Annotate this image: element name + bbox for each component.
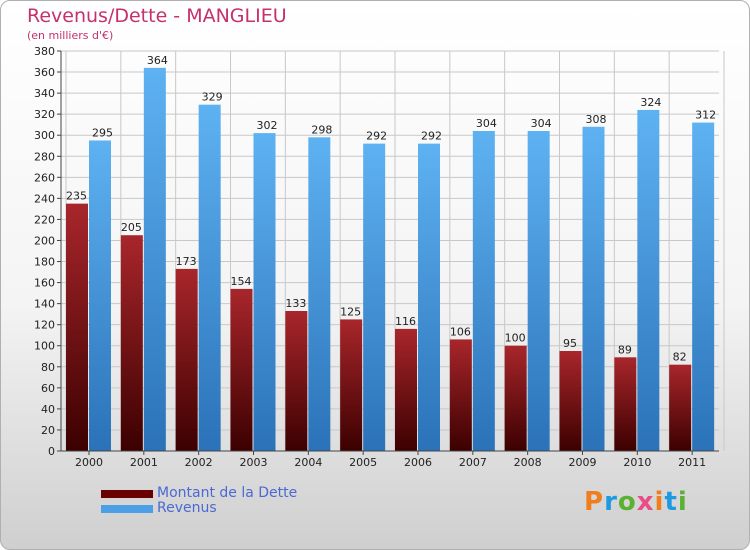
data-label-debt-2002: 173 — [176, 255, 197, 268]
y-tick-label: 80 — [41, 361, 55, 374]
bar-debt-2002 — [175, 268, 198, 451]
y-tick-label: 240 — [34, 192, 55, 205]
bar-revenue-2008 — [527, 131, 550, 451]
bar-revenue-2005 — [363, 143, 386, 451]
x-tick-label-2006: 2006 — [404, 456, 432, 469]
bar-debt-2011 — [669, 364, 692, 451]
chart-subtitle: (en milliers d'€) — [27, 29, 114, 42]
bar-revenue-2004 — [308, 137, 331, 451]
data-label-debt-2005: 125 — [340, 305, 361, 318]
x-tick-label-2004: 2004 — [294, 456, 322, 469]
data-label-revenue-2004: 298 — [311, 123, 332, 136]
y-tick-label: 40 — [41, 403, 55, 416]
bar-debt-2008 — [504, 345, 527, 451]
data-label-revenue-2011: 312 — [695, 109, 716, 122]
data-label-debt-2003: 154 — [231, 275, 252, 288]
bar-revenue-2006 — [418, 143, 440, 451]
x-tick-label-2007: 2007 — [459, 456, 487, 469]
data-label-revenue-2010: 324 — [640, 96, 661, 109]
x-tick-label-2009: 2009 — [569, 456, 597, 469]
x-tick-label-2002: 2002 — [185, 456, 213, 469]
bar-revenue-2009 — [582, 126, 605, 451]
bar-debt-2001 — [120, 235, 143, 451]
y-tick-label: 380 — [34, 45, 55, 58]
y-tick-label: 20 — [41, 424, 55, 437]
legend-label-debt: Montant de la Dette — [157, 485, 298, 501]
y-tick-label: 180 — [34, 256, 55, 269]
x-tick-label-2005: 2005 — [349, 456, 377, 469]
bar-revenue-2003 — [253, 133, 276, 451]
bar-revenue-2010 — [637, 109, 660, 452]
data-label-revenue-2009: 308 — [586, 113, 607, 126]
y-tick-label: 260 — [34, 171, 55, 184]
x-tick-label-2011: 2011 — [678, 456, 706, 469]
y-tick-label: 0 — [48, 445, 55, 458]
data-label-revenue-2005: 292 — [366, 130, 387, 143]
data-label-debt-2007: 106 — [450, 325, 471, 338]
y-tick-label: 200 — [34, 234, 55, 247]
data-label-revenue-2008: 304 — [531, 117, 552, 130]
data-label-debt-2000: 235 — [66, 190, 87, 203]
data-label-debt-2001: 205 — [121, 221, 142, 234]
data-label-revenue-2003: 302 — [257, 119, 278, 132]
legend-swatch-revenue — [101, 505, 153, 513]
bar-revenue-2011 — [692, 122, 715, 451]
y-tick-label: 120 — [34, 319, 55, 332]
data-label-revenue-2001: 364 — [147, 54, 168, 67]
legend-label-revenue: Revenus — [157, 500, 217, 516]
bar-revenue-2001 — [143, 67, 166, 451]
data-label-revenue-2007: 304 — [476, 117, 497, 130]
y-tick-label: 280 — [34, 150, 55, 163]
x-tick-label-2010: 2010 — [623, 456, 651, 469]
data-label-debt-2004: 133 — [285, 297, 306, 310]
data-label-debt-2011: 82 — [673, 351, 687, 364]
data-label-debt-2009: 95 — [563, 337, 577, 350]
data-label-revenue-2006: 292 — [421, 130, 442, 143]
x-tick-label-2001: 2001 — [130, 456, 158, 469]
bar-revenue-2000 — [89, 140, 111, 451]
data-label-debt-2006: 116 — [395, 315, 416, 328]
x-tick-label-2000: 2000 — [75, 456, 103, 469]
bar-debt-2007 — [449, 339, 472, 451]
data-label-debt-2008: 100 — [505, 332, 526, 345]
data-label-revenue-2000: 295 — [92, 126, 113, 139]
chart-title: Revenus/Dette - MANGLIEU — [27, 5, 287, 27]
y-tick-label: 360 — [34, 66, 55, 79]
bar-debt-2006 — [395, 328, 417, 451]
bar-debt-2000 — [66, 203, 88, 451]
y-tick-label: 340 — [34, 87, 55, 100]
bar-debt-2009 — [559, 351, 582, 451]
y-tick-label: 300 — [34, 129, 55, 142]
y-tick-label: 100 — [34, 340, 55, 353]
bar-revenue-2007 — [472, 131, 495, 451]
x-tick-label-2008: 2008 — [514, 456, 542, 469]
brand-logo: Proxiti — [584, 487, 688, 517]
y-tick-label: 160 — [34, 277, 55, 290]
data-label-debt-2010: 89 — [618, 343, 632, 356]
y-tick-label: 140 — [34, 298, 55, 311]
bar-debt-2003 — [230, 288, 253, 451]
bar-revenue-2002 — [198, 104, 221, 452]
bar-debt-2010 — [614, 357, 637, 451]
y-tick-label: 220 — [34, 213, 55, 226]
bar-debt-2005 — [340, 319, 363, 451]
y-tick-label: 320 — [34, 108, 55, 121]
bar-debt-2004 — [285, 311, 308, 451]
y-tick-label: 60 — [41, 382, 55, 395]
legend-swatch-debt — [101, 490, 153, 498]
x-tick-label-2003: 2003 — [240, 456, 268, 469]
data-label-revenue-2002: 329 — [202, 91, 223, 104]
